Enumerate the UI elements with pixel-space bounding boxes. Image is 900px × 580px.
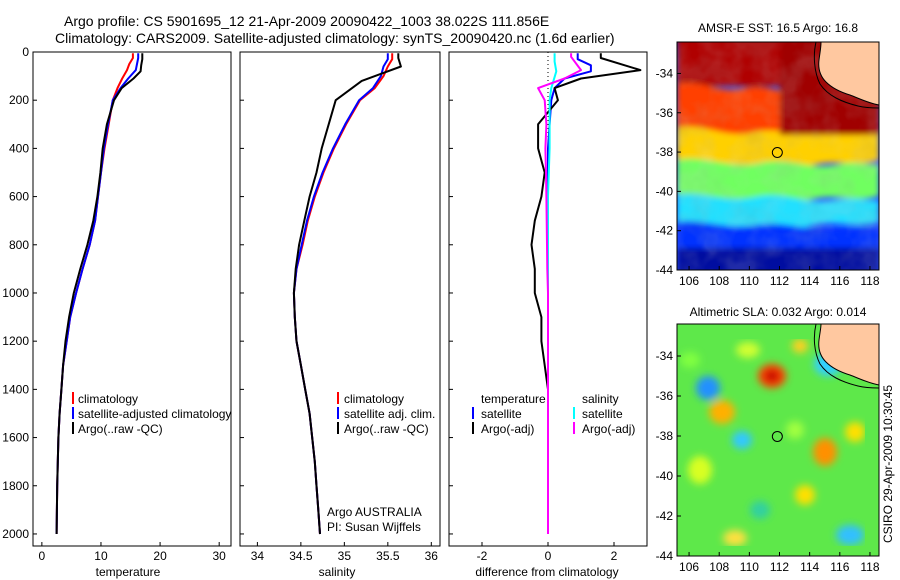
sla-lat-tick-label: -34 bbox=[656, 349, 674, 363]
sla-lat-tick-label: -42 bbox=[656, 509, 674, 523]
sst-shelf-contour bbox=[813, 42, 879, 109]
salinity-legend: climatology satellite adj. clim. Argo(..… bbox=[337, 392, 435, 436]
sst-map-frame bbox=[676, 41, 880, 271]
sst-lat-tick-label: -40 bbox=[656, 184, 674, 198]
legend-label-argo: Argo(..raw -QC) bbox=[78, 422, 163, 436]
sst-lon-tick-label: 108 bbox=[709, 274, 729, 288]
sst-land-mass bbox=[818, 42, 879, 106]
sla-lon-tick-label: 106 bbox=[679, 560, 699, 574]
salinity-series-argo-raw-qc bbox=[292, 53, 402, 535]
sla-lon-tick-label: 114 bbox=[800, 560, 819, 574]
sst-lat-tick-label: -36 bbox=[656, 106, 674, 120]
depth-tick-label: 1800 bbox=[2, 479, 29, 493]
salinity-xtick-label: 35 bbox=[338, 549, 352, 563]
difference-legend: temperature satellite Argo(-adj) salinit… bbox=[472, 392, 635, 436]
sst-map: AMSR-E SST: 16.5 Argo: 16.8 106 108 110 112… bbox=[656, 21, 880, 288]
depth-tick-label: 200 bbox=[9, 93, 29, 107]
difference-panel: -2 0 2 difference from climatology tempera… bbox=[448, 51, 648, 579]
sst-lon-tick-label: 106 bbox=[679, 274, 699, 288]
salinity-xlabel: salinity bbox=[319, 565, 356, 579]
depth-tick-label: 1600 bbox=[2, 431, 29, 445]
sst-lon-tick-label: 118 bbox=[860, 274, 879, 288]
sla-lon-tick-label: 110 bbox=[740, 560, 759, 574]
legend-label-sal-satellite: satellite bbox=[582, 407, 623, 421]
difference-xtick-label: 2 bbox=[611, 549, 618, 563]
temperature-xtick-label: 0 bbox=[39, 549, 46, 563]
legend-label-climatology: climatology bbox=[344, 392, 404, 406]
legend-label-argo: Argo(..raw -QC) bbox=[344, 422, 429, 436]
legend-label-temp-satellite: satellite bbox=[481, 407, 522, 421]
salinity-xtick-label: 34 bbox=[251, 549, 265, 563]
sst-map-title: AMSR-E SST: 16.5 Argo: 16.8 bbox=[698, 21, 858, 35]
sst-lat-tick-label: -38 bbox=[656, 145, 674, 159]
difference-series-salinity-argo-adj bbox=[537, 53, 582, 534]
sla-lon-tick-label: 108 bbox=[709, 560, 729, 574]
sla-field-eddies bbox=[680, 339, 865, 546]
temperature-legend: climatology satellite-adjusted climatolo… bbox=[72, 392, 231, 436]
sst-lon-tick-label: 116 bbox=[830, 274, 849, 288]
argo-program-label: Argo AUSTRALIA bbox=[327, 505, 422, 519]
temperature-series-argo-raw-qc bbox=[55, 53, 144, 535]
depth-tick-label: 1000 bbox=[2, 286, 29, 300]
temperature-xtick-label: 20 bbox=[153, 549, 167, 563]
salinity-xtick-label: 34.5 bbox=[289, 549, 313, 563]
legend-label-temp-argo: Argo(-adj) bbox=[481, 422, 534, 436]
header-line-1: Argo profile: CS 5901695_12 21-Apr-2009 … bbox=[64, 13, 549, 29]
timestamp-label: CSIRO 29-Apr-2009 10:30:45 bbox=[881, 385, 895, 543]
legend-label-satellite: satellite adj. clim. bbox=[344, 407, 435, 421]
depth-tick-label: 600 bbox=[9, 190, 29, 204]
sla-lat-tick-label: -36 bbox=[656, 389, 674, 403]
legend-title-salinity: salinity bbox=[582, 392, 619, 406]
temperature-xtick-label: 30 bbox=[212, 549, 226, 563]
difference-xtick-label: -2 bbox=[477, 549, 488, 563]
sla-lon-tick-label: 116 bbox=[830, 560, 849, 574]
sst-lon-tick-label: 112 bbox=[770, 274, 789, 288]
depth-tick-label: 1200 bbox=[2, 334, 29, 348]
sla-land-mass bbox=[818, 324, 879, 386]
temperature-xlabel: temperature bbox=[96, 565, 161, 579]
depth-tick-label: 2000 bbox=[2, 527, 29, 541]
temperature-xtick-label: 10 bbox=[94, 549, 108, 563]
difference-xtick-label: 0 bbox=[545, 549, 552, 563]
sst-lon-tick-label: 110 bbox=[740, 274, 759, 288]
sla-map-title: Altimetric SLA: 0.032 Argo: 0.014 bbox=[690, 305, 867, 319]
legend-title-temperature: temperature bbox=[481, 392, 546, 406]
sla-lat-tick-label: -40 bbox=[656, 469, 674, 483]
sst-lat-tick-label: -34 bbox=[656, 66, 674, 80]
legend-label-climatology: climatology bbox=[78, 392, 138, 406]
sla-lat-tick-label: -38 bbox=[656, 429, 674, 443]
temperature-panel: 0 200 400 600 800 1000 1200 1400 1600 1800 2000 0 1… bbox=[2, 45, 232, 579]
legend-label-satellite: satellite-adjusted climatology bbox=[78, 407, 231, 421]
sst-lat-tick-label: -42 bbox=[656, 224, 674, 238]
sst-lon-tick-label: 114 bbox=[800, 274, 819, 288]
legend-label-sal-argo: Argo(-adj) bbox=[582, 422, 635, 436]
salinity-panel: 34 34.5 35 35.5 36 salinity climatology sate… bbox=[239, 51, 441, 579]
sla-argo-marker bbox=[771, 430, 783, 442]
depth-tick-label: 1400 bbox=[2, 382, 29, 396]
sla-lon-tick-label: 118 bbox=[860, 560, 879, 574]
header-line-2: Climatology: CARS2009. Satellite-adjuste… bbox=[55, 30, 615, 46]
sla-map-frame bbox=[676, 323, 880, 557]
sla-lon-tick-label: 112 bbox=[770, 560, 789, 574]
sla-shelf-contour bbox=[813, 324, 879, 389]
salinity-axes bbox=[239, 51, 441, 547]
sst-lat-tick-label: -44 bbox=[656, 263, 674, 277]
depth-tick-label: 400 bbox=[9, 141, 29, 155]
sla-lat-tick-label: -44 bbox=[656, 549, 674, 563]
sla-map: Altimetric SLA: 0.032 Argo: 0.014 bbox=[656, 305, 880, 574]
salinity-xtick-label: 35.5 bbox=[376, 549, 400, 563]
sst-argo-marker bbox=[771, 147, 783, 159]
depth-tick-label: 800 bbox=[9, 238, 29, 252]
depth-tick-label: 0 bbox=[22, 45, 29, 59]
salinity-xtick-label: 36 bbox=[425, 549, 439, 563]
difference-xlabel: difference from climatology bbox=[475, 565, 618, 579]
temperature-axes bbox=[32, 51, 232, 547]
argo-pi-label: PI: Susan Wijffels bbox=[327, 520, 421, 534]
